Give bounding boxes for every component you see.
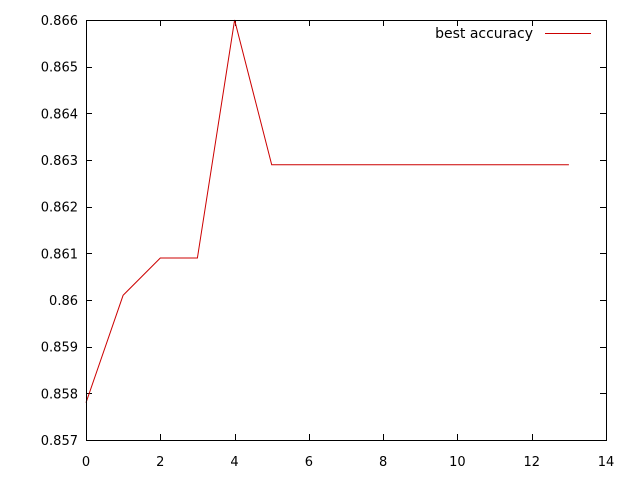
legend-label: best accuracy [435, 26, 533, 42]
y-tick-labels: 0.857 0.858 0.859 0.86 0.861 0.862 0.863 0.864 0… [41, 14, 78, 449]
y-tick-label: 0.858 [41, 387, 78, 402]
y-tick-label: 0.863 [41, 154, 78, 169]
x-tick-label: 6 [305, 455, 313, 470]
x-tick-label: 10 [449, 455, 466, 470]
x-tick-label: 4 [230, 455, 238, 470]
x-tick-label: 2 [156, 455, 164, 470]
y-tick-label: 0.866 [41, 14, 78, 29]
x-tick-label: 8 [379, 455, 387, 470]
x-tick-labels: 0 2 4 6 8 10 12 14 [82, 455, 614, 470]
y-tick-label: 0.857 [41, 434, 78, 449]
series-lines [85, 19, 569, 403]
y-tick-label: 0.864 [41, 107, 78, 122]
plot-area-frame [86, 20, 607, 441]
series-line-best-accuracy [85, 19, 569, 403]
y-tick-label: 0.86 [49, 294, 78, 309]
x-tick-label: 0 [82, 455, 90, 470]
y-tick-label: 0.861 [41, 247, 78, 262]
y-tick-label: 0.859 [41, 341, 78, 356]
legend: best accuracy [435, 26, 591, 42]
y-tick-label: 0.865 [41, 61, 78, 76]
x-tick-label: 12 [523, 455, 540, 470]
y-tick-label: 0.862 [41, 201, 78, 216]
x-tick-label: 14 [598, 455, 615, 470]
